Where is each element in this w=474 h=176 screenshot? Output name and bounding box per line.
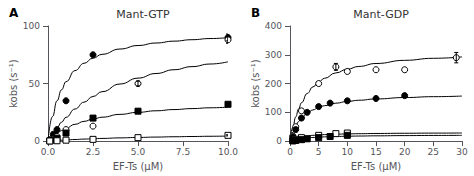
svg-text:0: 0 (276, 136, 282, 146)
svg-text:100: 100 (23, 21, 40, 31)
svg-text:2.5: 2.5 (86, 147, 100, 157)
svg-text:B: B (251, 6, 260, 20)
svg-text:7.5: 7.5 (176, 147, 190, 157)
svg-text:100: 100 (265, 107, 282, 117)
svg-text:kobs (s⁻¹): kobs (s⁻¹) (8, 59, 19, 108)
svg-text:0: 0 (34, 136, 40, 146)
svg-text:25: 25 (428, 147, 439, 157)
svg-text:Mant-GTP: Mant-GTP (116, 8, 170, 21)
svg-text:200: 200 (265, 79, 282, 89)
svg-text:300: 300 (265, 50, 282, 60)
svg-text:EF-Ts (μM): EF-Ts (μM) (351, 161, 401, 172)
svg-text:30: 30 (456, 147, 468, 157)
svg-text:50: 50 (29, 79, 41, 89)
svg-text:EF-Ts (μM): EF-Ts (μM) (113, 161, 163, 172)
svg-text:15: 15 (370, 147, 381, 157)
svg-text:400: 400 (265, 21, 282, 31)
svg-text:5.0: 5.0 (131, 147, 146, 157)
svg-text:kobs (s⁻¹): kobs (s⁻¹) (250, 59, 261, 108)
svg-text:Mant-GDP: Mant-GDP (353, 8, 409, 21)
svg-text:A: A (9, 6, 19, 20)
svg-text:10.0: 10.0 (218, 147, 238, 157)
svg-text:10: 10 (342, 147, 354, 157)
svg-text:0: 0 (287, 147, 293, 157)
svg-text:0.0: 0.0 (41, 147, 56, 157)
svg-text:5: 5 (316, 147, 322, 157)
svg-text:20: 20 (399, 147, 411, 157)
